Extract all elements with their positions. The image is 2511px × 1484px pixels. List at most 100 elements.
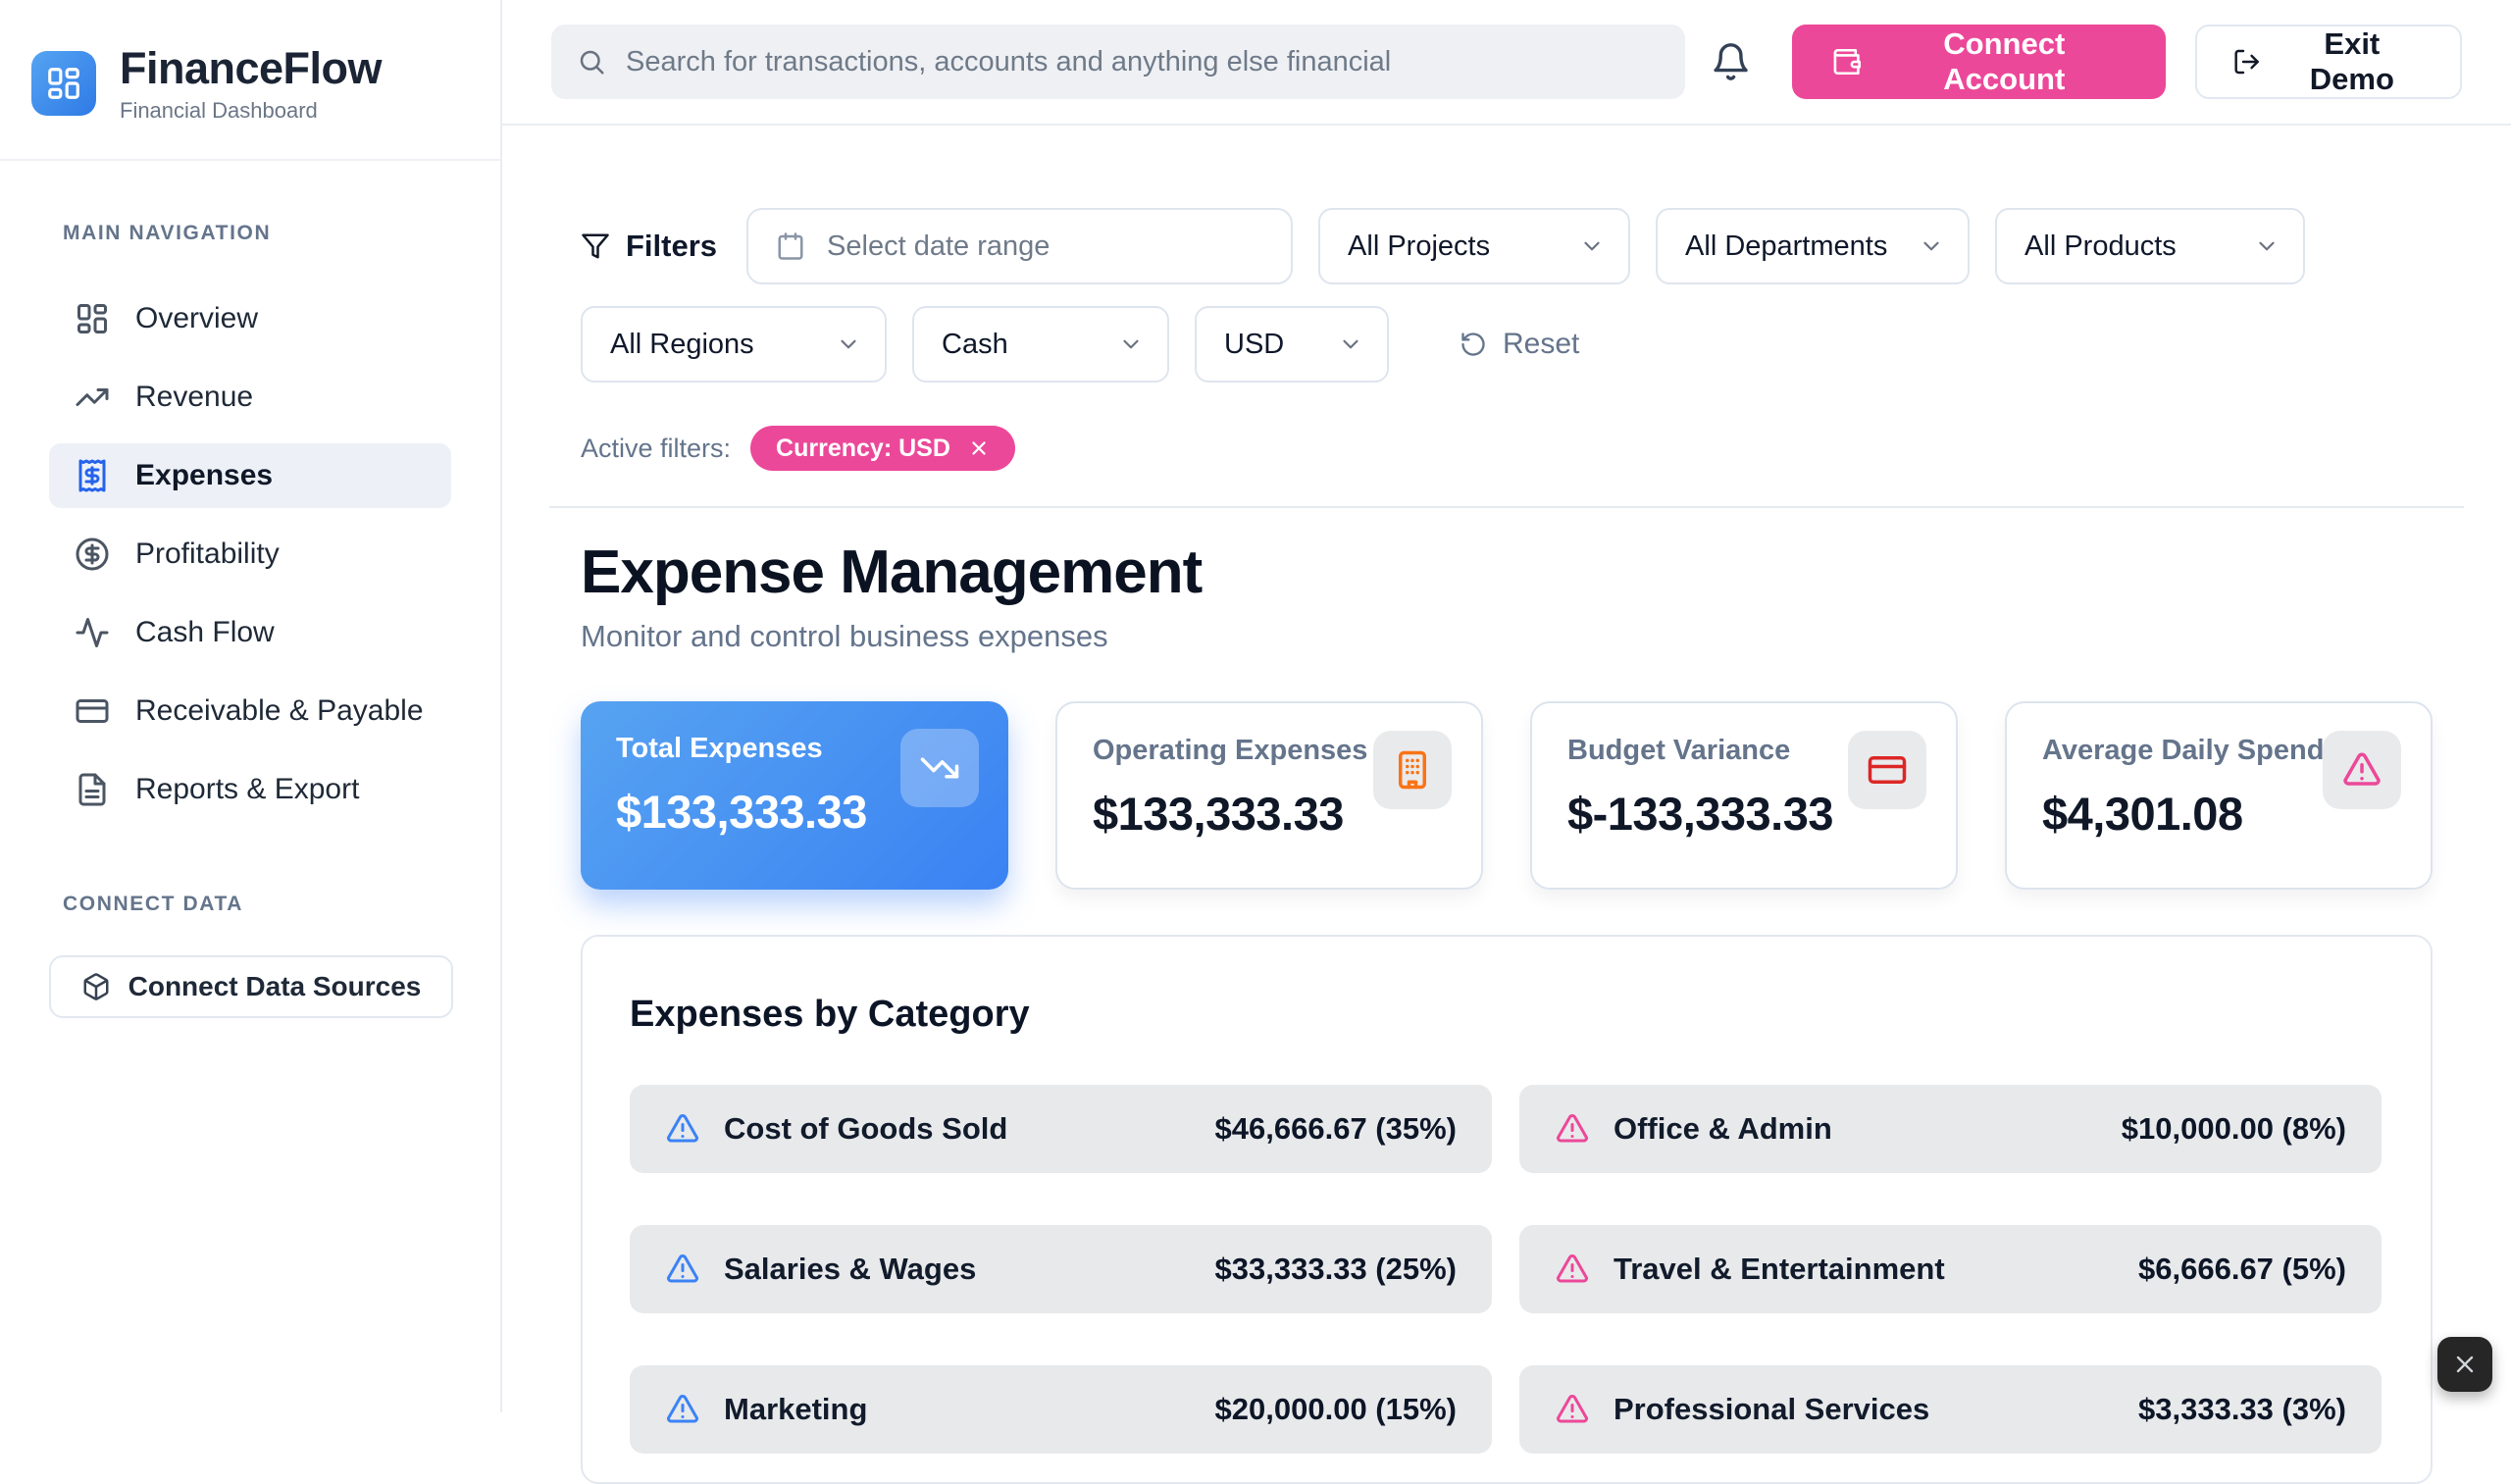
page-subtitle: Monitor and control business expenses xyxy=(581,619,2433,654)
stat-cards: Total Expenses $133,333.33 Operating Exp… xyxy=(581,701,2433,890)
sidebar-item-revenue[interactable]: Revenue xyxy=(49,365,451,430)
stat-icon-box xyxy=(1373,731,1452,809)
chevron-down-icon xyxy=(1919,233,1944,259)
filters-title: Filters xyxy=(581,229,717,264)
trending-up-icon xyxy=(75,380,110,415)
brand: FinanceFlow Financial Dashboard xyxy=(0,0,500,161)
app-title: FinanceFlow xyxy=(120,43,382,94)
category-name: Professional Services xyxy=(1614,1392,1929,1427)
regions-select[interactable]: All Regions xyxy=(581,306,887,383)
sidebar-item-reports-export[interactable]: Reports & Export xyxy=(49,757,451,822)
chevron-down-icon xyxy=(836,332,861,357)
trending-down-icon xyxy=(919,747,960,789)
category-item-marketing[interactable]: Marketing $20,000.00 (15%) xyxy=(630,1365,1492,1454)
alert-triangle-icon xyxy=(665,1111,700,1147)
sidebar-item-overview[interactable]: Overview xyxy=(49,286,451,351)
category-value: $20,000.00 (15%) xyxy=(1215,1392,1457,1427)
category-name: Salaries & Wages xyxy=(724,1252,976,1287)
projects-select[interactable]: All Projects xyxy=(1318,208,1630,284)
sidebar-item-label: Profitability xyxy=(135,537,280,571)
sidebar-item-cash-flow[interactable]: Cash Flow xyxy=(49,600,451,665)
sidebar-item-receivable-payable[interactable]: Receivable & Payable xyxy=(49,679,451,743)
credit-card-icon xyxy=(75,693,110,729)
wallet-icon xyxy=(1831,46,1862,77)
activity-icon xyxy=(75,615,110,650)
alert-triangle-icon xyxy=(665,1392,700,1427)
stat-icon-box xyxy=(1848,731,1926,809)
connect-data-sources-label: Connect Data Sources xyxy=(128,971,422,1002)
page-title: Expense Management xyxy=(581,537,2433,607)
category-item-salaries-wages[interactable]: Salaries & Wages $33,333.33 (25%) xyxy=(630,1225,1492,1313)
sidebar-item-label: Receivable & Payable xyxy=(135,694,424,728)
reset-filters-button[interactable]: Reset xyxy=(1460,328,1579,361)
credit-card-icon xyxy=(1867,749,1908,791)
alert-triangle-icon xyxy=(1555,1252,1590,1287)
products-select-value: All Products xyxy=(2024,230,2177,263)
alert-triangle-icon xyxy=(2341,749,2383,791)
category-value: $33,333.33 (25%) xyxy=(1215,1252,1457,1287)
category-item-travel-entertainment[interactable]: Travel & Entertainment $6,666.67 (5%) xyxy=(1519,1225,2382,1313)
products-select[interactable]: All Products xyxy=(1995,208,2305,284)
stat-card-average-daily-spend[interactable]: Average Daily Spend $4,301.08 xyxy=(2005,701,2433,890)
section-divider xyxy=(549,506,2464,508)
file-text-icon xyxy=(75,772,110,807)
date-range-input[interactable]: Select date range xyxy=(746,208,1293,284)
sidebar-item-label: Reports & Export xyxy=(135,773,359,806)
payment-method-select-value: Cash xyxy=(942,329,1008,361)
category-name: Office & Admin xyxy=(1614,1111,1832,1147)
exit-demo-label: Exit Demo xyxy=(2280,26,2425,97)
currency-select[interactable]: USD xyxy=(1195,306,1389,383)
receipt-icon xyxy=(75,458,110,493)
close-button[interactable] xyxy=(2437,1337,2492,1392)
top-bar: Connect Account Exit Demo xyxy=(502,0,2511,126)
search-input[interactable] xyxy=(626,46,1660,78)
close-x-icon xyxy=(2451,1351,2479,1378)
payment-method-select[interactable]: Cash xyxy=(912,306,1169,383)
active-filter-chip-currency[interactable]: Currency: USD xyxy=(750,426,1015,471)
category-item-office-admin[interactable]: Office & Admin $10,000.00 (8%) xyxy=(1519,1085,2382,1173)
filters-label: Filters xyxy=(626,229,717,264)
app-logo-icon xyxy=(31,51,96,116)
chevron-down-icon xyxy=(1118,332,1144,357)
sidebar: FinanceFlow Financial Dashboard MAIN NAV… xyxy=(0,0,502,1412)
building-icon xyxy=(1392,749,1433,791)
sidebar-item-profitability[interactable]: Profitability xyxy=(49,522,451,587)
sidebar-item-label: Expenses xyxy=(135,459,273,492)
alert-triangle-icon xyxy=(1555,1392,1590,1427)
category-name: Cost of Goods Sold xyxy=(724,1111,1007,1147)
remove-filter-x-icon[interactable] xyxy=(968,437,990,459)
category-value: $3,333.33 (3%) xyxy=(2138,1392,2346,1427)
sidebar-item-label: Overview xyxy=(135,302,258,335)
sidebar-item-expenses[interactable]: Expenses xyxy=(49,443,451,508)
chevron-down-icon xyxy=(2254,233,2280,259)
category-item-professional-services[interactable]: Professional Services $3,333.33 (3%) xyxy=(1519,1365,2382,1454)
stat-card-total-expenses[interactable]: Total Expenses $133,333.33 xyxy=(581,701,1008,890)
currency-select-value: USD xyxy=(1224,329,1284,361)
filter-funnel-icon xyxy=(581,231,610,261)
search-box[interactable] xyxy=(551,25,1685,99)
stat-card-budget-variance[interactable]: Budget Variance $-133,333.33 xyxy=(1530,701,1958,890)
content: Filters Select date range All Projects A… xyxy=(502,208,2511,1484)
active-filters-row: Active filters: Currency: USD xyxy=(581,426,2433,471)
cube-icon xyxy=(81,972,111,1001)
exit-demo-button[interactable]: Exit Demo xyxy=(2195,25,2462,99)
regions-select-value: All Regions xyxy=(610,329,754,361)
category-name: Marketing xyxy=(724,1392,867,1427)
departments-select[interactable]: All Departments xyxy=(1656,208,1970,284)
category-value: $46,666.67 (35%) xyxy=(1215,1111,1457,1147)
sidebar-item-label: Cash Flow xyxy=(135,616,275,649)
dollar-circle-icon xyxy=(75,537,110,572)
panel-title: Expenses by Category xyxy=(630,994,2382,1036)
category-item-cost-of-goods-sold[interactable]: Cost of Goods Sold $46,666.67 (35%) xyxy=(630,1085,1492,1173)
alert-triangle-icon xyxy=(1555,1111,1590,1147)
connect-account-button[interactable]: Connect Account xyxy=(1792,25,2166,99)
alert-triangle-icon xyxy=(665,1252,700,1287)
date-range-placeholder: Select date range xyxy=(827,230,1050,263)
main-navigation: Overview Revenue Expenses Profitability … xyxy=(0,286,500,822)
category-value: $10,000.00 (8%) xyxy=(2122,1111,2346,1147)
filters-row-1: Filters Select date range All Projects A… xyxy=(581,208,2433,284)
connect-data-sources-button[interactable]: Connect Data Sources xyxy=(49,955,453,1018)
stat-card-operating-expenses[interactable]: Operating Expenses $133,333.33 xyxy=(1055,701,1483,890)
stat-icon-box xyxy=(2323,731,2401,809)
notifications-bell-icon[interactable] xyxy=(1711,41,1751,82)
